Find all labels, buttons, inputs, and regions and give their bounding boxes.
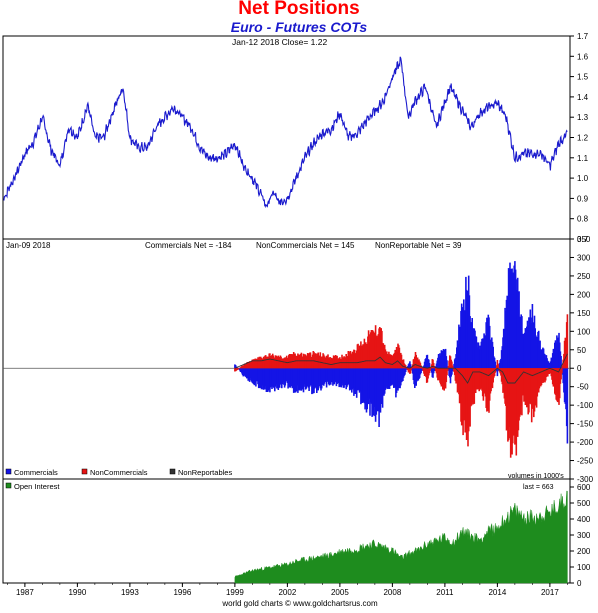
price-line [3, 56, 568, 209]
net-ytick-label-150: 150 [577, 309, 591, 318]
net-annotation: Jan-09 2018 [6, 241, 51, 250]
price-ytick-label-1.1: 1.1 [577, 154, 589, 163]
legend-swatch-open-interest [5, 482, 12, 489]
x-tick-label-2011: 2011 [436, 588, 454, 597]
net-ytick-label--300: -300 [577, 475, 594, 484]
net-ytick-label--200: -200 [577, 438, 594, 447]
price-ytick-label-0.9: 0.9 [577, 194, 589, 203]
price-ytick-label-1.7: 1.7 [577, 32, 589, 41]
x-tick-label-2005: 2005 [331, 588, 349, 597]
net-readout-commercials: Commercials Net = -184 [145, 241, 232, 250]
net-ytick-label-350: 350 [577, 235, 591, 244]
legend-swatch-nonreportables [169, 468, 176, 475]
net-line-nonreportables [234, 353, 568, 384]
x-tick-label-2014: 2014 [488, 588, 506, 597]
x-tick-label-1990: 1990 [68, 588, 86, 597]
price-ytick-label-1.5: 1.5 [577, 73, 589, 82]
panel-frame-1 [2, 35, 571, 240]
oi-ytick-label-100: 100 [577, 563, 591, 572]
net-ytick-label--150: -150 [577, 420, 594, 429]
net-readout-nonreportable: NonReportable Net = 39 [375, 241, 462, 250]
price-ytick-label-1.2: 1.2 [577, 134, 589, 143]
legend-label-noncommercials: NonCommercials [90, 468, 148, 477]
price-ytick-label-1.0: 1.0 [577, 174, 589, 183]
price-ytick-label-1.3: 1.3 [577, 113, 589, 122]
x-tick-label-1999: 1999 [226, 588, 244, 597]
oi-last-label: last = 663 [523, 484, 554, 491]
price-annotation: Jan-12 2018 Close= 1.22 [232, 37, 327, 47]
net-ytick-label-50: 50 [577, 346, 586, 355]
net-ytick-label-200: 200 [577, 290, 591, 299]
net-readout-noncommercials: NonCommercials Net = 145 [256, 241, 355, 250]
oi-ytick-label-400: 400 [577, 515, 591, 524]
oi-ytick-label-300: 300 [577, 531, 591, 540]
x-tick-label-2017: 2017 [541, 588, 559, 597]
legend-label-commercials: Commercials [14, 468, 58, 477]
price-ytick-label-1.6: 1.6 [577, 52, 589, 61]
net-ytick-label--100: -100 [577, 401, 594, 410]
legend-swatch-commercials [5, 468, 12, 475]
x-tick-label-2002: 2002 [278, 588, 296, 597]
net-ytick-label-300: 300 [577, 253, 591, 262]
price-ytick-label-0.7: 0.7 [577, 235, 589, 244]
oi-ytick-label-0: 0 [577, 579, 582, 588]
net-ytick-label-0: 0 [577, 364, 582, 373]
oi-ytick-label-500: 500 [577, 499, 591, 508]
oi-area [234, 490, 568, 584]
x-tick-label-1996: 1996 [173, 588, 191, 597]
price-ytick-label-0.8: 0.8 [577, 215, 589, 224]
price-ytick-label-1.4: 1.4 [577, 93, 589, 102]
net-ytick-label--50: -50 [577, 383, 589, 392]
x-tick-label-1987: 1987 [16, 588, 34, 597]
net-ytick-label--250: -250 [577, 457, 594, 466]
net-ytick-label-100: 100 [577, 327, 591, 336]
oi-ytick-label-200: 200 [577, 547, 591, 556]
oi-ytick-label-600: 600 [577, 483, 591, 492]
legend-swatch-noncommercials [81, 468, 88, 475]
x-tick-label-1993: 1993 [121, 588, 139, 597]
legend-label-open-interest: Open Interest [14, 482, 60, 491]
net-units-label: volumes in 1000's [508, 473, 564, 480]
net-ytick-label-250: 250 [577, 272, 591, 281]
x-tick-label-2008: 2008 [383, 588, 401, 597]
legend-label-nonreportables: NonReportables [178, 468, 232, 477]
footer-credit: world gold charts © www.goldchartsrus.co… [221, 599, 378, 608]
chart-title: Net Positions [238, 0, 360, 19]
chart-subtitle: Euro - Futures COTs [230, 19, 368, 35]
